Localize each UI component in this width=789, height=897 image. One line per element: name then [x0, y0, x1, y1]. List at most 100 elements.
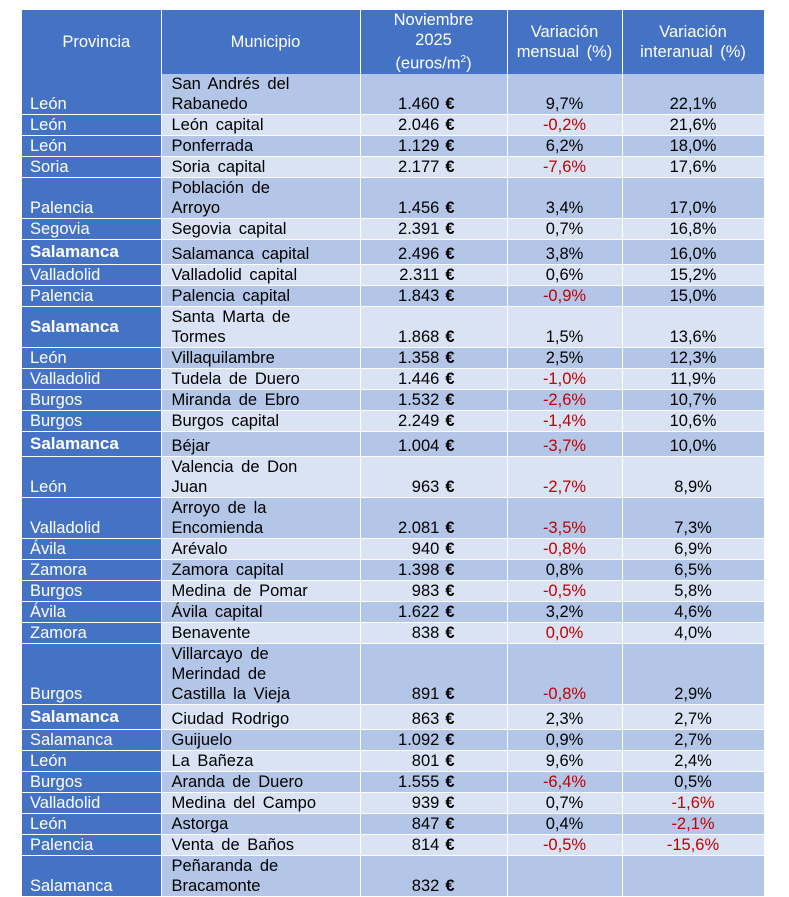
interanual-cell: 18,0% [622, 135, 765, 157]
precio-cell: 1.622 € [360, 601, 508, 623]
euro-symbol: € [445, 477, 455, 496]
table-row: Zamora Zamora capital 1.398 €0,8% 6,5% [22, 559, 765, 581]
table-row: Ávila Arévalo 940 € -0,8% 6,9% [22, 538, 765, 560]
provincia-cell: Salamanca [22, 239, 162, 265]
provincia-cell: Valladolid [22, 264, 162, 286]
euro-symbol: € [445, 369, 455, 388]
municipio-cell: Zamora capital [161, 559, 361, 581]
interanual-cell: 11,9% [622, 368, 765, 390]
interanual-cell: 10,7% [622, 389, 765, 411]
provincia-cell: Valladolid [22, 497, 162, 539]
precio-cell: 838 € [360, 622, 508, 644]
precio-value: 1.532 [398, 390, 440, 409]
precio-value: 2.311 [399, 265, 440, 284]
price-table: Provincia Municipio Noviembre 2025 (euro… [22, 10, 765, 897]
euro-symbol: € [445, 835, 455, 854]
precio-cell: 2.081 € [360, 497, 508, 539]
precio-cell: 2.249 € [360, 410, 508, 432]
table-row: Burgos Miranda de Ebro 1.532 € -2,6% 10,7% [22, 389, 765, 411]
municipio-cell: Béjar [161, 431, 361, 457]
header-mensual-line2: mensual (%) [516, 42, 613, 61]
precio-cell: 2.177 € [360, 156, 508, 178]
municipio-cell: Ciudad Rodrigo [161, 704, 361, 730]
mensual-cell: -6,4% [507, 771, 623, 793]
euro-symbol: € [445, 286, 455, 305]
interanual-cell: 4,0% [622, 622, 765, 644]
interanual-cell: 6,9% [622, 538, 765, 560]
precio-value: 963 [411, 477, 440, 496]
precio-value: 2.391 [398, 219, 440, 238]
mensual-cell: -2,6% [507, 389, 623, 411]
precio-cell: 891 € [360, 643, 508, 705]
table-row: Salamanca Guijuelo 1.092 €0,9% 2,7% [22, 729, 765, 751]
interanual-cell: 2,4% [622, 750, 765, 772]
precio-cell: 983 € [360, 580, 508, 602]
table-row: León La Bañeza 801 €9,6% 2,4% [22, 750, 765, 772]
euro-symbol: € [445, 684, 455, 703]
interanual-cell: 2,7% [622, 704, 765, 730]
provincia-cell: Salamanca [22, 306, 162, 348]
mensual-cell: -2,7% [507, 456, 623, 498]
provincia-cell: Ávila [22, 538, 162, 560]
municipio-cell: Astorga [161, 813, 361, 835]
precio-cell: 832 € [360, 855, 508, 897]
table-row: Burgos Burgos capital 2.249 € -1,4% 10,6% [22, 410, 765, 432]
interanual-cell [622, 855, 765, 897]
euro-symbol: € [445, 814, 455, 833]
precio-cell: 863 € [360, 704, 508, 730]
interanual-cell: 0,5% [622, 771, 765, 793]
mensual-cell: 9,6% [507, 750, 623, 772]
precio-value: 1.129 [398, 136, 440, 155]
municipio-cell: Venta de Baños [161, 834, 361, 856]
provincia-cell: Segovia [22, 218, 162, 240]
provincia-cell: León [22, 73, 162, 115]
municipio-cell: Tudela de Duero [161, 368, 361, 390]
interanual-cell: 17,0% [622, 177, 765, 219]
table-row: Salamanca Santa Marta de Tormes 1.868 €1,5%… [22, 306, 765, 348]
provincia-cell: Burgos [22, 771, 162, 793]
municipio-cell: Peñaranda de Bracamonte [161, 855, 361, 897]
municipio-cell: Segovia capital [161, 218, 361, 240]
euro-symbol: € [445, 518, 455, 537]
municipio-cell: Valencia de Don Juan [161, 456, 361, 498]
table-row: Salamanca Béjar 1.004 € -3,7% 10,0% [22, 431, 765, 457]
precio-value: 2.081 [398, 518, 440, 537]
mensual-cell: 0,7% [507, 218, 623, 240]
precio-value: 1.446 [398, 369, 440, 388]
provincia-cell: Ávila [22, 601, 162, 623]
precio-cell: 1.129 € [360, 135, 508, 157]
municipio-cell: Arévalo [161, 538, 361, 560]
table-row: Palencia Población de Arroyo 1.456 €3,4% 17,… [22, 177, 765, 219]
euro-symbol: € [445, 876, 455, 895]
provincia-cell: Salamanca [22, 704, 162, 730]
mensual-cell [507, 855, 623, 897]
header-municipio: Municipio [161, 10, 361, 74]
table-row: León Valencia de Don Juan 963 € -2,7% 8,9% [22, 456, 765, 498]
table-row: León Ponferrada 1.129 €6,2% 18,0% [22, 135, 765, 157]
table-row: Valladolid Valladolid capital 2.311 €0,6% 15… [22, 264, 765, 286]
precio-cell: 2.496 € [360, 239, 508, 265]
precio-value: 1.456 [398, 198, 440, 217]
table-row: Burgos Medina de Pomar 983 € -0,5% 5,8% [22, 580, 765, 602]
header-precio-line3: (euros/m [395, 54, 461, 73]
interanual-cell: 6,5% [622, 559, 765, 581]
euro-symbol: € [445, 198, 455, 217]
precio-value: 1.843 [398, 286, 440, 305]
municipio-cell: La Bañeza [161, 750, 361, 772]
provincia-cell: Palencia [22, 834, 162, 856]
precio-cell: 2.311 € [360, 264, 508, 286]
mensual-cell: 0,9% [507, 729, 623, 751]
euro-symbol: € [445, 730, 455, 749]
interanual-cell: 10,6% [622, 410, 765, 432]
header-interanual: Variación interanual (%) [622, 10, 765, 74]
euro-symbol: € [445, 136, 455, 155]
municipio-cell: Benavente [161, 622, 361, 644]
interanual-cell: 17,6% [622, 156, 765, 178]
interanual-cell: 4,6% [622, 601, 765, 623]
mensual-cell: 0,4% [507, 813, 623, 835]
interanual-cell: 16,8% [622, 218, 765, 240]
precio-value: 983 [411, 581, 440, 600]
precio-value: 1.622 [398, 602, 440, 621]
table-row: Palencia Palencia capital 1.843 € -0,9% 15,0% [22, 285, 765, 307]
precio-cell: 1.868 € [360, 306, 508, 348]
